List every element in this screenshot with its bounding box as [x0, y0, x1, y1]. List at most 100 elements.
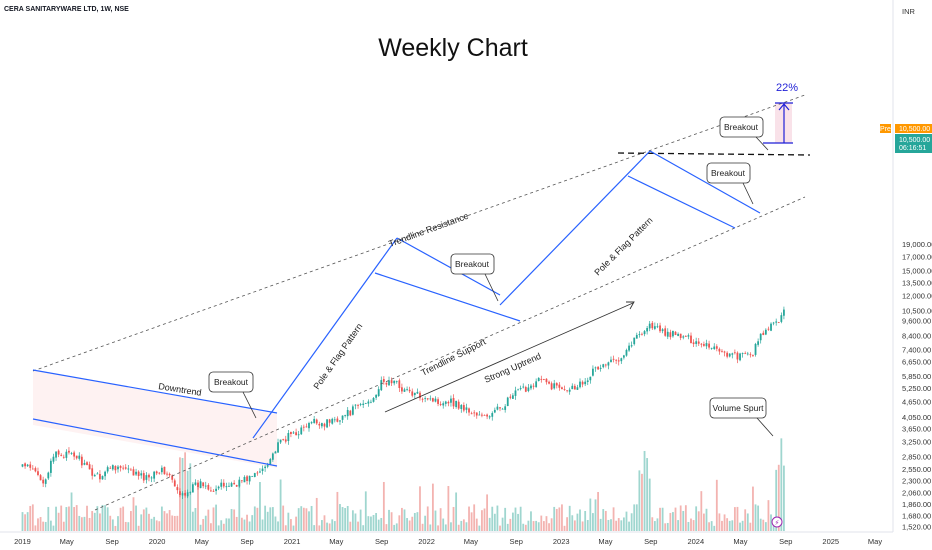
- price-tick-label: 10,500.00: [902, 306, 932, 315]
- candle-body: [284, 439, 287, 442]
- candle-body: [421, 398, 424, 400]
- pre-price-label: 10,500.00: [899, 126, 930, 133]
- volume-bar: [488, 517, 491, 531]
- candle-body: [238, 479, 241, 487]
- candle-body: [767, 328, 770, 330]
- volume-bar: [73, 507, 76, 531]
- price-axis-panel[interactable]: [893, 0, 932, 532]
- volume-bar: [728, 520, 731, 531]
- candle-body: [243, 476, 246, 483]
- candle-body: [321, 423, 323, 427]
- volume-bar: [26, 512, 29, 531]
- volume-bar: [599, 518, 602, 531]
- volume-bar: [333, 521, 336, 531]
- volume-bar: [388, 509, 390, 531]
- candle-body: [395, 381, 398, 383]
- candle-body: [269, 459, 272, 465]
- volume-bar: [194, 507, 197, 531]
- trendline-resistance: [32, 94, 806, 372]
- volume-bar: [762, 519, 765, 531]
- volume-bar: [493, 513, 496, 531]
- volume-bar: [612, 507, 615, 531]
- candle-body: [215, 488, 217, 491]
- volume-bar: [581, 521, 584, 531]
- candle-body: [382, 379, 385, 382]
- volume-bar: [726, 518, 729, 531]
- candle-body: [150, 477, 153, 479]
- candle-body: [563, 389, 566, 390]
- volume-bar: [635, 504, 638, 531]
- candle-body: [641, 333, 643, 335]
- candle-body: [42, 479, 45, 484]
- price-tick-label: 12,000.00: [902, 292, 932, 301]
- volume-bar: [584, 510, 587, 531]
- candle-body: [65, 451, 68, 458]
- volume-bar: [305, 508, 308, 531]
- candle-body: [413, 392, 416, 396]
- candle-body: [220, 482, 223, 487]
- candle-body: [452, 398, 455, 407]
- volume-bar: [158, 521, 161, 531]
- candle-body: [622, 355, 625, 358]
- candle-body: [39, 475, 42, 481]
- event-marker-icon[interactable]: [771, 516, 783, 528]
- volume-bar: [83, 516, 86, 531]
- candle-body: [555, 383, 558, 386]
- volume-bar: [163, 511, 166, 531]
- candle-body: [171, 475, 174, 480]
- candle-body: [88, 464, 91, 470]
- candle-body: [253, 473, 256, 477]
- price-tick-label: 5,850.00: [902, 372, 931, 381]
- volume-bar: [328, 523, 331, 531]
- volume-bar: [659, 507, 661, 531]
- candle-body: [524, 387, 527, 392]
- candle-body: [233, 482, 236, 485]
- volume-bar: [780, 438, 783, 531]
- volume-bar: [186, 470, 189, 531]
- candle-body: [26, 464, 29, 467]
- volume-bar: [282, 505, 285, 531]
- volume-bar: [764, 522, 767, 531]
- volume-bar: [321, 520, 323, 531]
- candle-body: [506, 397, 509, 406]
- volume-bar: [150, 518, 153, 531]
- volume-bar: [406, 518, 408, 531]
- volume-bar: [302, 507, 305, 531]
- volume-bar: [602, 509, 605, 531]
- candle-body: [297, 434, 300, 436]
- candle-body: [659, 325, 661, 332]
- candle-body: [106, 467, 109, 472]
- pre-price-badge: [895, 124, 932, 133]
- volume-bar: [336, 491, 339, 531]
- volume-bar: [447, 486, 450, 531]
- last-price-badge: [895, 134, 932, 153]
- volume-bar: [367, 516, 370, 531]
- flag-1-lower: [374, 272, 521, 322]
- candle-body: [447, 401, 450, 404]
- volume-bar: [530, 511, 532, 531]
- time-tick-label: 2019: [14, 537, 31, 546]
- candle-body: [179, 491, 181, 496]
- candle-body: [235, 485, 238, 487]
- candle-body: [104, 471, 106, 477]
- volume-bar: [437, 525, 439, 531]
- candle-body: [648, 323, 651, 329]
- volume-bar: [687, 521, 690, 531]
- volume-bar: [512, 512, 514, 531]
- volume-bar: [62, 521, 65, 531]
- volume-bar: [351, 510, 354, 531]
- volume-bar: [91, 511, 94, 531]
- volume-bar: [80, 517, 83, 531]
- candle-body: [499, 407, 501, 409]
- volume-bar: [718, 513, 721, 531]
- candle-body: [592, 368, 594, 376]
- candle-body: [158, 472, 161, 474]
- candle-body: [367, 401, 370, 404]
- volume-bar: [607, 519, 610, 531]
- candle-body: [295, 432, 297, 436]
- candle-body: [372, 398, 375, 402]
- pole-1: [252, 237, 398, 439]
- candle-body: [274, 451, 277, 454]
- candle-body: [770, 323, 772, 331]
